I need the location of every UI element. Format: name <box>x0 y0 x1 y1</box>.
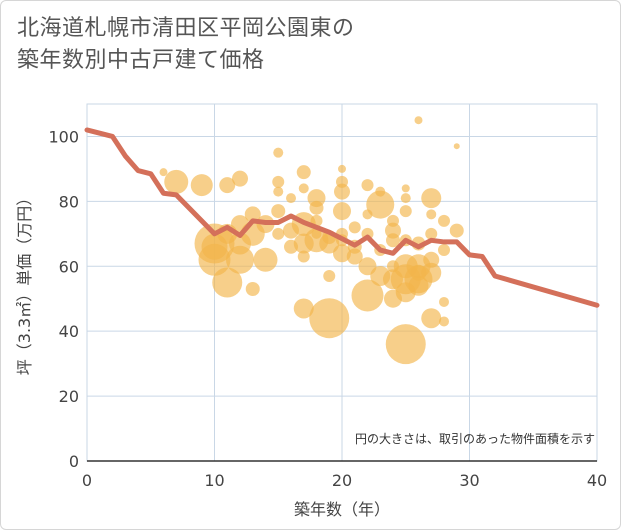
data-bubble <box>366 190 395 219</box>
data-bubble <box>319 233 340 254</box>
data-bubble <box>375 186 386 197</box>
y-axis-label: 坪（3.3㎡）単価（万円） <box>15 190 34 375</box>
data-bubble <box>271 204 286 219</box>
y-tick-label: 20 <box>59 387 79 406</box>
data-bubble <box>401 184 410 193</box>
data-bubble <box>333 202 351 221</box>
data-bubble <box>273 186 284 197</box>
data-bubble <box>449 223 464 238</box>
trend-line <box>84 127 600 308</box>
data-bubble <box>232 170 248 187</box>
data-bubble <box>244 206 261 223</box>
data-bubble <box>333 244 351 263</box>
data-bubble <box>273 147 284 158</box>
data-bubble <box>296 165 311 180</box>
y-tick-label: 40 <box>59 322 79 341</box>
data-bubble <box>414 116 423 125</box>
data-bubble <box>338 164 346 173</box>
chart-note: 円の大きさは、取引のあった物件面積を示す <box>355 431 595 446</box>
data-bubble <box>309 298 350 339</box>
x-axis-label: 築年数（年） <box>294 500 390 519</box>
data-bubble <box>293 298 314 319</box>
x-tick-label: 40 <box>587 471 607 490</box>
data-bubble <box>385 324 426 365</box>
data-bubble <box>346 248 363 265</box>
data-bubble <box>399 205 412 218</box>
data-bubble <box>272 227 285 240</box>
data-bubble <box>426 209 437 220</box>
y-tick-label: 0 <box>69 452 79 471</box>
data-bubble <box>453 143 460 150</box>
data-bubble <box>386 233 400 248</box>
data-bubble <box>421 262 442 283</box>
chart-title-line1: 北海道札幌市清田区平岡公園東の <box>17 16 355 41</box>
y-tick-label: 60 <box>59 257 79 276</box>
data-bubble <box>351 279 384 312</box>
data-bubble <box>439 316 449 327</box>
data-bubble <box>286 193 296 204</box>
data-bubble <box>408 275 429 296</box>
data-bubble <box>421 308 442 329</box>
data-bubble <box>212 267 243 298</box>
data-bubble <box>219 177 236 194</box>
data-bubble <box>245 281 260 296</box>
data-bubble <box>253 247 278 272</box>
x-tick-label: 10 <box>204 471 224 490</box>
axes: 0 20 40 60 80 100 0 10 20 30 40 <box>48 127 607 490</box>
data-bubble <box>425 227 438 240</box>
data-bubble <box>438 214 450 227</box>
data-bubble <box>297 250 310 263</box>
data-bubble <box>323 270 336 283</box>
x-tick-label: 20 <box>332 471 352 490</box>
data-bubble <box>400 193 411 204</box>
y-tick-label: 80 <box>59 192 79 211</box>
trend-line-series <box>84 127 600 308</box>
data-bubble <box>438 244 450 257</box>
data-bubble <box>272 175 285 188</box>
y-tick-label: 100 <box>48 127 79 146</box>
data-bubble <box>334 183 350 200</box>
bubble-series <box>159 116 464 365</box>
data-bubble <box>164 169 189 194</box>
chart-title: 北海道札幌市清田区平岡公園東の 築年数別中古戸建て価格 <box>17 13 355 77</box>
data-bubble <box>348 221 361 234</box>
x-tick-label: 30 <box>459 471 479 490</box>
data-bubble <box>309 200 324 215</box>
data-bubble <box>159 168 168 177</box>
data-bubble <box>421 188 442 209</box>
chart-title-line2: 築年数別中古戸建て価格 <box>17 48 265 73</box>
data-bubble <box>361 179 374 192</box>
data-bubble <box>298 183 309 194</box>
data-bubble <box>190 174 213 197</box>
data-bubble <box>226 245 254 274</box>
data-bubble <box>439 296 449 307</box>
x-tick-label: 0 <box>82 471 92 490</box>
